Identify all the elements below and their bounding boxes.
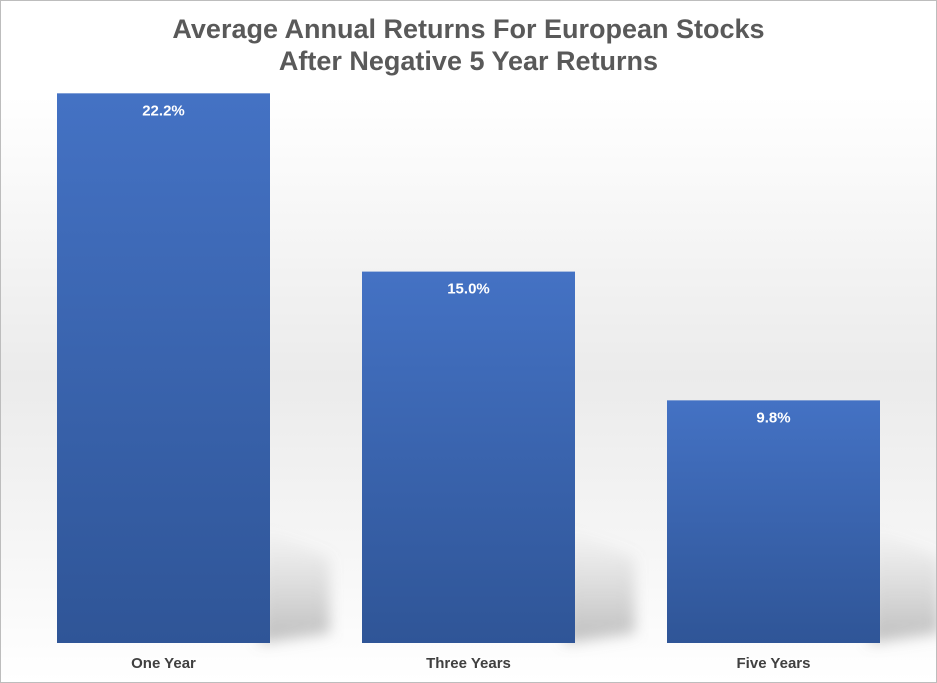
data-label: 15.0% [447,281,490,298]
category-label: Three Years [426,655,511,672]
chart-title-line-1: Average Annual Returns For European Stoc… [172,14,765,44]
bar-shadow [870,528,936,643]
bar-three-years [362,271,575,643]
category-label: One Year [131,655,196,672]
bar-one-year [57,93,270,643]
chart-title: Average Annual Returns For European Stoc… [1,13,936,77]
chart-title-line-2: After Negative 5 Year Returns [278,46,659,76]
data-label: 22.2% [142,102,185,119]
data-label: 9.8% [756,409,790,426]
category-label: Five Years [737,655,811,672]
bar-five-years [667,400,880,643]
bar-shadow [260,528,330,643]
bar-shadow [565,528,635,643]
